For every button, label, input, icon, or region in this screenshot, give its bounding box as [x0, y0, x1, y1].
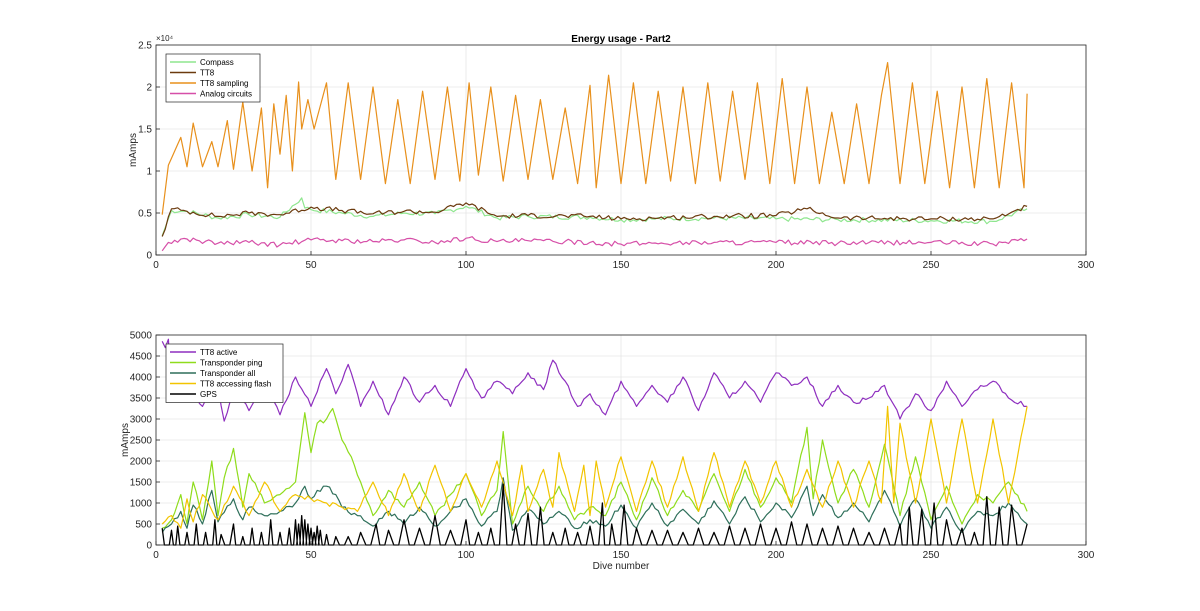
y-tick-label: 1000 — [130, 499, 153, 510]
top-axes: 0 50 100 150 200 250 300 0 0.5 1 1.5 2 2.5 Energy us… — [128, 34, 1095, 271]
x-tick-label: 200 — [768, 550, 785, 561]
x-tick-label: 0 — [153, 550, 159, 561]
y-tick-label: 4500 — [130, 352, 153, 363]
series-line-transponder-ping — [161, 407, 1028, 529]
bottom-axes: 0 50 100 150 200 250 3000500100015002000250030… — [120, 331, 1095, 573]
x-tick-label: 50 — [305, 550, 317, 561]
x-tick-label: 300 — [1078, 550, 1095, 561]
y-tick-label: 1500 — [130, 478, 153, 489]
top-ticks: 0 50 100 150 200 250 300 0 0.5 1 1.5 2 2.5 — [138, 41, 1095, 272]
x-tick-label: 300 — [1078, 260, 1095, 271]
series-line-compass — [161, 197, 1028, 236]
y-tick-label: 3500 — [130, 394, 153, 405]
x-tick-label: 250 — [923, 260, 940, 271]
series-line-transponder-all — [161, 477, 1028, 533]
y-tick-label: 2000 — [130, 457, 153, 468]
y-tick-label: 0 — [146, 251, 152, 262]
top-series-lines — [161, 62, 1028, 252]
series-line-tt8-sampling — [161, 62, 1028, 215]
legend-label: TT8 active — [200, 348, 238, 357]
bottom-x-axis-label: Dive number — [593, 561, 650, 572]
y-tick-label: 0.5 — [138, 209, 152, 220]
x-tick-label: 150 — [613, 550, 630, 561]
x-tick-label: 100 — [458, 260, 475, 271]
series-line-tt8 — [161, 202, 1028, 237]
y-tick-label: 2.5 — [138, 41, 152, 52]
series-line-analog-circuits — [161, 236, 1028, 252]
x-tick-label: 0 — [153, 260, 159, 271]
x-tick-label: 250 — [923, 550, 940, 561]
y-tick-label: 5000 — [130, 331, 153, 342]
legend-label: TT8 accessing flash — [200, 380, 271, 389]
top-chart-title: Energy usage - Part2 — [571, 34, 671, 45]
bottom-y-axis-label: mAmps — [120, 423, 131, 457]
y-tick-label: 4000 — [130, 373, 153, 384]
bottom-ticks: 0 50 100 150 200 250 3000500100015002000250030… — [130, 331, 1095, 562]
y-tick-label: 500 — [135, 520, 152, 531]
top-y-exponent-label: ×10⁴ — [156, 34, 174, 43]
x-tick-label: 150 — [613, 260, 630, 271]
series-line-tt8-active — [161, 338, 1028, 422]
legend-label: Analog circuits — [200, 90, 252, 99]
legend-label: Compass — [200, 58, 234, 67]
legend-label: GPS — [200, 390, 217, 399]
y-tick-label: 1.5 — [138, 125, 152, 136]
legend-label: TT8 — [200, 69, 215, 78]
x-tick-label: 50 — [305, 260, 317, 271]
x-tick-label: 100 — [458, 550, 475, 561]
legend-label: TT8 sampling — [200, 79, 248, 88]
y-tick-label: 3000 — [130, 415, 153, 426]
legend-label: Transponder ping — [200, 359, 262, 368]
y-tick-label: 1 — [146, 167, 152, 178]
y-tick-label: 0 — [146, 541, 152, 552]
top-y-axis-label: mAmps — [128, 133, 139, 167]
series-line-tt8-accessing-flash — [161, 405, 1028, 529]
y-tick-label: 2500 — [130, 436, 153, 447]
legend-label: Transponder all — [200, 369, 256, 378]
y-tick-label: 2 — [146, 83, 152, 94]
x-tick-label: 200 — [768, 260, 785, 271]
